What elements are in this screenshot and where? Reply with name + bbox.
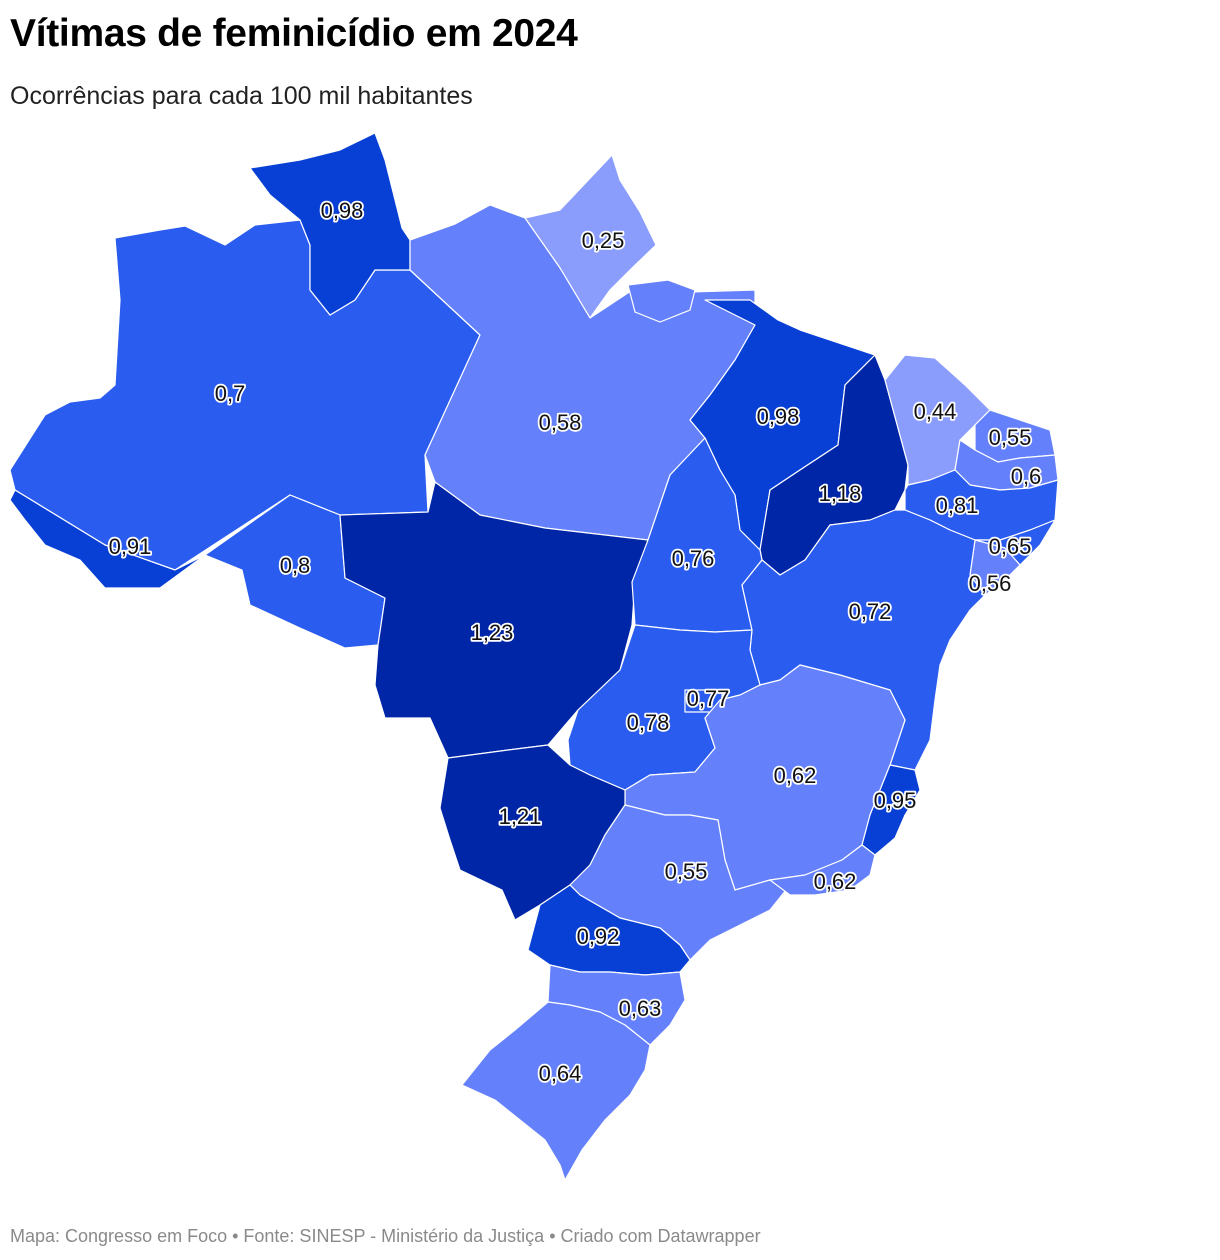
value-label-pe: 0,81	[936, 493, 979, 518]
value-label-sc: 0,63	[619, 996, 662, 1021]
marajo-island	[627, 279, 696, 323]
value-label-mt: 1,23	[471, 620, 514, 645]
value-label-es: 0,95	[874, 788, 917, 813]
value-label-ro: 0,8	[280, 553, 311, 578]
page-title: Vítimas de feminicídio em 2024	[10, 12, 578, 55]
value-label-rj: 0,62	[814, 869, 857, 894]
value-label-df: 0,77	[687, 686, 730, 711]
value-label-pa: 0,58	[539, 410, 582, 435]
value-label-pr: 0,92	[577, 924, 620, 949]
state-ce[interactable]	[884, 354, 991, 486]
map-container: 0,98 0,25 0,7 0,58 0,91 0,8 1,23 0,98 1,18 0,44 0,…	[0, 125, 1220, 1205]
brazil-map: 0,98 0,25 0,7 0,58 0,91 0,8 1,23 0,98 1,18 0,44 0,…	[9, 132, 1059, 1181]
value-label-am: 0,7	[215, 381, 246, 406]
value-label-go: 0,78	[627, 710, 670, 735]
state-rs[interactable]	[461, 1001, 651, 1181]
state-mt[interactable]	[339, 481, 649, 759]
page-subtitle: Ocorrências para cada 100 mil habitantes	[10, 82, 473, 110]
value-label-rs: 0,64	[539, 1061, 582, 1086]
state-es[interactable]	[861, 764, 921, 856]
value-label-se: 0,56	[969, 571, 1012, 596]
value-label-ms: 1,21	[499, 804, 542, 829]
value-label-ma: 0,98	[757, 404, 800, 429]
state-rj[interactable]	[769, 844, 876, 896]
value-label-pi: 1,18	[819, 481, 862, 506]
value-label-ba: 0,72	[849, 599, 892, 624]
value-label-ac: 0,91	[109, 534, 152, 559]
value-label-mg: 0,62	[774, 763, 817, 788]
map-footer: Mapa: Congresso em Foco • Fonte: SINESP …	[10, 1226, 761, 1246]
value-label-to: 0,76	[672, 546, 715, 571]
value-label-rn: 0,55	[989, 425, 1032, 450]
value-label-rr: 0,98	[321, 198, 364, 223]
value-label-sp: 0,55	[665, 859, 708, 884]
value-label-ce: 0,44	[914, 399, 957, 424]
value-label-ap: 0,25	[582, 228, 625, 253]
value-label-al: 0,65	[989, 534, 1032, 559]
state-ac[interactable]	[9, 489, 206, 589]
value-label-pb: 0,6	[1011, 464, 1042, 489]
